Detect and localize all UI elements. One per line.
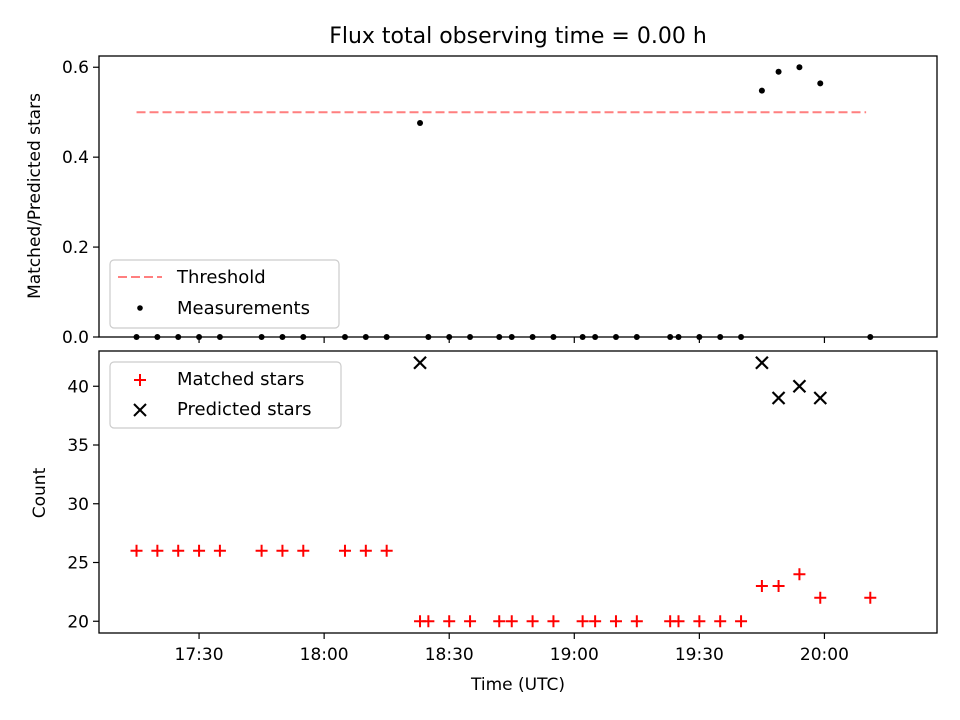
matched-star-point	[755, 580, 768, 592]
x-tick-label: 19:30	[675, 645, 724, 665]
legend-threshold-label: Threshold	[176, 267, 266, 288]
chart-title: Flux total observing time = 0.00 h	[329, 24, 707, 49]
bottom-ticks: 17:30 18:00 18:30 19:00 19:30 20:00 20 25 30 35 40	[67, 377, 849, 665]
y-tick-label: 20	[67, 612, 89, 632]
matched-star-point	[464, 615, 477, 628]
x-axis-label: Time (UTC)	[470, 675, 565, 695]
x-tick-label: 18:00	[300, 645, 349, 665]
legend-matched-label: Matched stars	[177, 369, 304, 390]
y-tick-label: 0.6	[62, 58, 89, 78]
x-tick-label: 19:00	[550, 645, 599, 665]
bottom-axes-frame	[98, 350, 938, 634]
top-axes: 0.0 0.2 0.4 0.6 Matched/Predicted stars Thr…	[25, 55, 938, 348]
bottom-y-axis-label: Count	[30, 467, 50, 518]
legend-measurements-swatch	[137, 305, 143, 311]
x-tick-label: 20:00	[800, 645, 849, 665]
matched-star-point	[359, 544, 372, 557]
top-y-axis-label: Matched/Predicted stars	[25, 93, 45, 299]
y-tick-label: 0.2	[62, 238, 89, 258]
matched-star-point	[130, 544, 143, 557]
matched-star-point	[151, 544, 164, 557]
matched-star-point	[505, 615, 518, 628]
matched-star-point	[793, 568, 806, 581]
top-legend: Threshold Measurements	[109, 259, 340, 329]
y-tick-label: 30	[67, 495, 89, 515]
bottom-legend: Matched stars Predicted stars	[109, 361, 342, 429]
top-legend-box	[109, 259, 340, 329]
measurement-point	[775, 68, 782, 75]
matched-star-point	[297, 544, 310, 557]
matched-star-point	[443, 615, 456, 628]
matched-star-point	[576, 615, 589, 628]
legend-measurements-label: Measurements	[177, 298, 310, 319]
y-tick-label: 35	[67, 436, 89, 456]
matched-star-point	[213, 544, 226, 557]
y-tick-label: 40	[67, 377, 89, 397]
y-tick-label: 0.0	[62, 328, 89, 348]
matched-star-point	[589, 615, 602, 628]
predicted-star-point	[813, 391, 828, 405]
matched-star-point	[172, 544, 185, 557]
legend-predicted-label: Predicted stars	[177, 399, 311, 420]
matched-star-point	[493, 615, 506, 628]
measurement-point	[817, 80, 824, 87]
predicted-star-point	[771, 391, 786, 405]
matched-star-point	[193, 544, 206, 557]
matched-star-point	[693, 615, 706, 628]
matched-star-point	[380, 544, 393, 557]
matched-star-point	[735, 615, 748, 628]
matched-star-point	[772, 580, 785, 592]
predicted-star-point	[755, 355, 769, 370]
predicted-star-point	[413, 355, 427, 370]
x-tick-label: 18:30	[425, 645, 474, 665]
bottom-legend-box	[109, 361, 342, 429]
top-ticks: 0.0 0.2 0.4 0.6	[62, 58, 826, 348]
predicted-star-point	[792, 379, 807, 394]
measurement-point	[758, 87, 765, 94]
matched-star-point	[338, 544, 351, 557]
matched-star-point	[526, 615, 539, 628]
matched-star-point	[864, 591, 877, 604]
measurement-point	[417, 119, 424, 126]
bottom-plot-marks	[130, 355, 877, 628]
matched-star-point	[422, 615, 435, 628]
measurement-point	[796, 64, 803, 71]
matched-star-point	[672, 615, 685, 628]
y-tick-label: 25	[67, 554, 89, 574]
matched-star-point	[814, 591, 827, 604]
x-tick-label: 17:30	[175, 645, 224, 665]
legend-predicted-swatch	[133, 403, 147, 417]
matched-star-point	[255, 544, 268, 557]
top-axes-frame	[98, 55, 938, 338]
y-tick-label: 0.4	[62, 148, 89, 168]
legend-matched-swatch	[134, 374, 146, 386]
matched-star-point	[609, 615, 622, 628]
bottom-axes: 17:30 18:00 18:30 19:00 19:30 20:00 20 25 30 35 40…	[30, 350, 938, 695]
matched-star-point	[630, 615, 643, 628]
matched-star-point	[276, 544, 289, 557]
matched-star-point	[714, 615, 727, 628]
matched-star-point	[547, 615, 560, 628]
